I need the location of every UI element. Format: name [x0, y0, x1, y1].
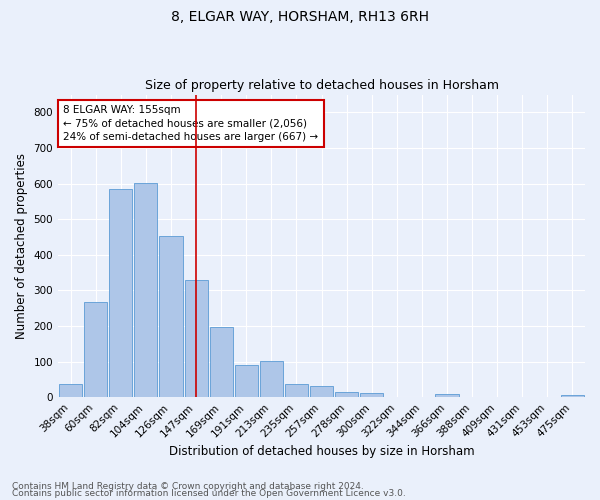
Bar — [109, 189, 133, 397]
Bar — [235, 365, 258, 397]
Bar — [134, 182, 157, 397]
Text: 8, ELGAR WAY, HORSHAM, RH13 6RH: 8, ELGAR WAY, HORSHAM, RH13 6RH — [171, 10, 429, 24]
Bar — [59, 384, 82, 397]
Bar — [185, 280, 208, 397]
Bar — [260, 362, 283, 397]
Bar — [561, 394, 584, 397]
Bar — [310, 386, 333, 397]
Bar — [285, 384, 308, 397]
Text: 8 ELGAR WAY: 155sqm
← 75% of detached houses are smaller (2,056)
24% of semi-det: 8 ELGAR WAY: 155sqm ← 75% of detached ho… — [64, 105, 319, 142]
Bar — [335, 392, 358, 397]
X-axis label: Distribution of detached houses by size in Horsham: Distribution of detached houses by size … — [169, 444, 475, 458]
Text: Contains public sector information licensed under the Open Government Licence v3: Contains public sector information licen… — [12, 489, 406, 498]
Bar — [84, 302, 107, 397]
Y-axis label: Number of detached properties: Number of detached properties — [15, 153, 28, 339]
Bar — [360, 394, 383, 397]
Text: Contains HM Land Registry data © Crown copyright and database right 2024.: Contains HM Land Registry data © Crown c… — [12, 482, 364, 491]
Bar — [209, 327, 233, 397]
Title: Size of property relative to detached houses in Horsham: Size of property relative to detached ho… — [145, 79, 499, 92]
Bar — [436, 394, 458, 397]
Bar — [160, 236, 182, 397]
